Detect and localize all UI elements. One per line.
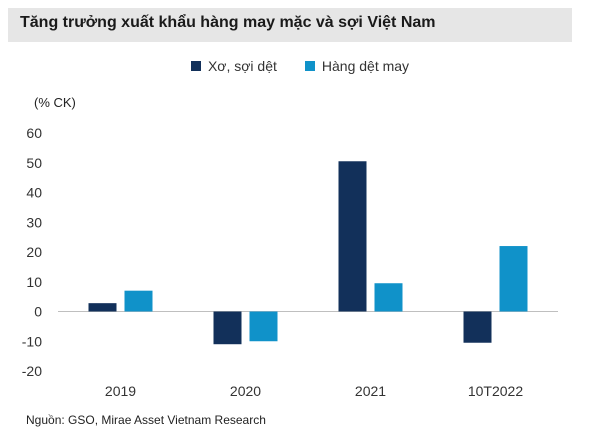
chart-title: Tăng trưởng xuất khẩu hàng may mặc và sợ… [20,14,436,31]
legend-label-series-1: Xơ, sợi dệt [207,58,277,74]
bar-2020-series-2 [249,311,278,342]
legend-item-series-2: Hàng dệt may [304,58,410,74]
bar-2021-series-1 [338,161,367,312]
y-tick-label: 0 [34,304,42,320]
legend: Xơ, sợi dệt Hàng dệt may [0,58,600,74]
y-axis-unit-label: (% CK) [34,95,76,110]
legend-swatch-series-1 [190,61,201,71]
bar-2019-series-1 [88,303,117,312]
bar-2019-series-2 [124,290,153,312]
bar-10T2022-series-2 [499,246,528,312]
title-band [8,8,572,42]
y-tick-label: -20 [22,363,42,379]
y-tick-label: 40 [26,185,42,201]
x-category-label: 10T2022 [468,383,523,399]
bar-2021-series-2 [374,283,403,312]
y-tick-label: 10 [26,274,42,290]
y-tick-label: 20 [26,244,42,260]
y-tick-label: 30 [26,214,42,230]
y-tick-label: -10 [22,333,42,349]
y-tick-label: 60 [26,125,42,141]
x-category-label: 2021 [355,383,386,399]
legend-item-series-1: Xơ, sợi dệt [190,58,277,74]
bar-2020-series-1 [213,311,242,345]
legend-swatch-series-2 [304,61,315,71]
source-note: Nguồn: GSO, Mirae Asset Vietnam Research [26,413,266,427]
y-tick-label: 50 [26,155,42,171]
x-category-label: 2019 [105,383,136,399]
bar-10T2022-series-1 [463,311,492,343]
legend-label-series-2: Hàng dệt may [321,58,410,74]
x-category-label: 2020 [230,383,261,399]
